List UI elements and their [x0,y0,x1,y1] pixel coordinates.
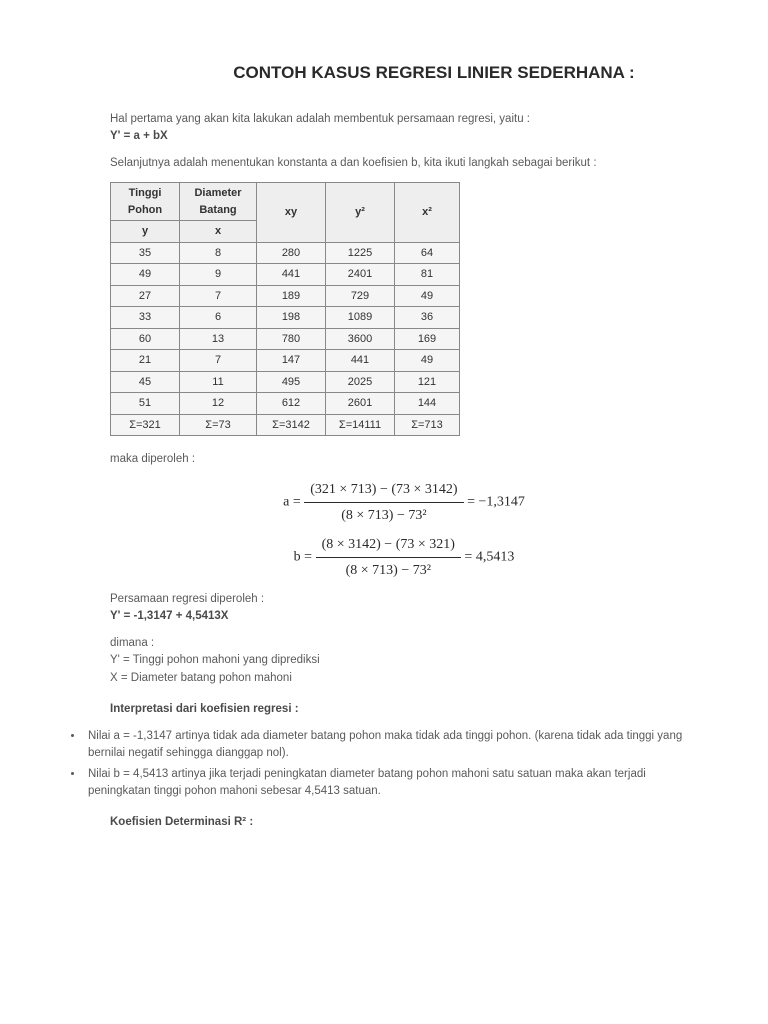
page-title: CONTOH KASUS REGRESI LINIER SEDERHANA : [170,60,698,86]
regression-equation-base: Y' = a + bX [110,130,168,142]
formula-a-num: (321 × 713) − (73 × 3142) [304,479,463,503]
table-header-cell: y² [326,183,395,243]
table-cell: 147 [257,350,326,372]
table-cell: 7 [180,285,257,307]
table-cell: 198 [257,307,326,329]
table-cell: 9 [180,264,257,286]
data-table: Tinggi Pohon Diameter Batang xy y² x² y … [110,182,460,436]
table-cell: 2601 [326,393,395,415]
table-cell: 280 [257,242,326,264]
table-cell: 121 [395,371,460,393]
table-cell: Σ=73 [180,414,257,436]
dimana-x: X = Diameter batang pohon mahoni [110,672,292,684]
persamaan-equation: Y' = -1,3147 + 4,5413X [110,610,228,622]
formula-a-lhs: a = [283,494,301,509]
table-cell: 36 [395,307,460,329]
table-cell: 64 [395,242,460,264]
table-cell: 11 [180,371,257,393]
formula-a: a = (321 × 713) − (73 × 3142) (8 × 713) … [110,479,698,526]
intro-paragraph-2: Selanjutnya adalah menentukan konstanta … [110,155,698,172]
table-cell: 441 [326,350,395,372]
table-cell: 81 [395,264,460,286]
table-cell: 45 [111,371,180,393]
fraction-b: (8 × 3142) − (73 × 321) (8 × 713) − 73² [316,534,461,581]
table-cell: 35 [111,242,180,264]
table-cell: 2401 [326,264,395,286]
table-row: 21714744149 [111,350,460,372]
interpretasi-heading: Interpretasi dari koefisien regresi : [110,701,698,718]
table-row: 336198108936 [111,307,460,329]
formula-a-den: (8 × 713) − 73² [304,503,463,526]
table-cell: 780 [257,328,326,350]
table-header-cell: xy [257,183,326,243]
table-cell: 49 [111,264,180,286]
table-cell: 51 [111,393,180,415]
table-cell: 729 [326,285,395,307]
table-row: 51126122601144 [111,393,460,415]
table-cell: 612 [257,393,326,415]
table-cell: 27 [111,285,180,307]
table-cell: 6 [180,307,257,329]
formula-b: b = (8 × 3142) − (73 × 321) (8 × 713) − … [110,534,698,581]
table-cell: 495 [257,371,326,393]
table-cell: 49 [395,285,460,307]
table-row: 358280122564 [111,242,460,264]
formula-b-rhs: = 4,5413 [464,549,514,564]
table-row: 45114952025121 [111,371,460,393]
table-header-row-1: Tinggi Pohon Diameter Batang xy y² x² [111,183,460,221]
table-header-cell: x [180,221,257,243]
intro-paragraph-1: Hal pertama yang akan kita lakukan adala… [110,111,698,146]
table-row: 27718972949 [111,285,460,307]
list-item: Nilai a = -1,3147 artinya tidak ada diam… [84,728,698,763]
table-cell: 7 [180,350,257,372]
table-cell: Σ=3142 [257,414,326,436]
maka-label: maka diperoleh : [110,451,698,468]
table-cell: 21 [111,350,180,372]
table-row: Σ=321Σ=73Σ=3142Σ=14111Σ=713 [111,414,460,436]
formula-b-num: (8 × 3142) − (73 × 321) [316,534,461,558]
table-cell: 144 [395,393,460,415]
table-cell: Σ=321 [111,414,180,436]
table-row: 60137803600169 [111,328,460,350]
table-header-cell: x² [395,183,460,243]
table-cell: 33 [111,307,180,329]
table-cell: 1089 [326,307,395,329]
table-cell: 8 [180,242,257,264]
table-cell: 13 [180,328,257,350]
persamaan-label: Persamaan regresi diperoleh : [110,593,264,605]
table-cell: 2025 [326,371,395,393]
table-cell: Σ=14111 [326,414,395,436]
table-header-cell: Tinggi Pohon [111,183,180,221]
intro-text-1: Hal pertama yang akan kita lakukan adala… [110,113,530,125]
table-cell: 12 [180,393,257,415]
table-row: 499441240181 [111,264,460,286]
formula-a-rhs: = −1,3147 [467,494,525,509]
persamaan-block: Persamaan regresi diperoleh : Y' = -1,31… [110,591,698,626]
table-cell: 189 [257,285,326,307]
table-cell: Σ=713 [395,414,460,436]
koefisien-determinasi-heading: Koefisien Determinasi R² : [110,814,698,831]
table-header-cell: Diameter Batang [180,183,257,221]
document-page: CONTOH KASUS REGRESI LINIER SEDERHANA : … [0,0,768,881]
formula-b-den: (8 × 713) − 73² [316,558,461,581]
fraction-a: (321 × 713) − (73 × 3142) (8 × 713) − 73… [304,479,463,526]
dimana-block: dimana : Y' = Tinggi pohon mahoni yang d… [110,635,698,687]
dimana-y: Y' = Tinggi pohon mahoni yang diprediksi [110,654,320,666]
table-cell: 1225 [326,242,395,264]
dimana-label: dimana : [110,637,154,649]
formula-b-lhs: b = [294,549,312,564]
interpretation-list: Nilai a = -1,3147 artinya tidak ada diam… [70,728,698,800]
list-item: Nilai b = 4,5413 artinya jika terjadi pe… [84,766,698,801]
table-cell: 60 [111,328,180,350]
table-cell: 3600 [326,328,395,350]
table-cell: 49 [395,350,460,372]
table-cell: 441 [257,264,326,286]
table-header-cell: y [111,221,180,243]
table-cell: 169 [395,328,460,350]
